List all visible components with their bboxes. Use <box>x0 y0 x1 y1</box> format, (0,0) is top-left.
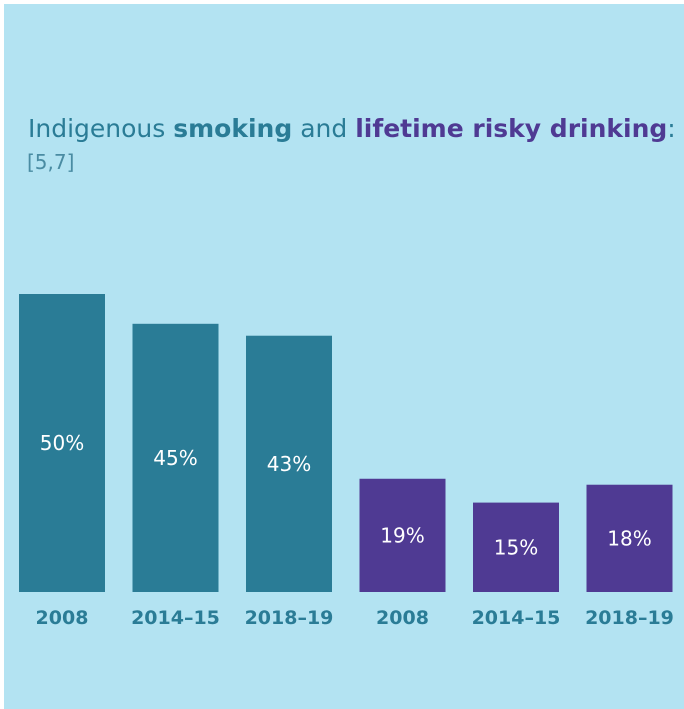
category-label: 2014–15 <box>472 607 561 629</box>
bar-value-label: 18% <box>607 526 651 550</box>
title-colon: : <box>667 114 676 143</box>
category-label: 2008 <box>36 607 89 629</box>
title-drinking: lifetime risky drinking <box>355 114 668 143</box>
bar-smoking-0 <box>19 294 105 592</box>
category-label: 2008 <box>376 607 429 629</box>
bar-drinking-4 <box>473 502 559 592</box>
category-label: 2018–19 <box>585 607 674 629</box>
bar-smoking-2 <box>246 335 332 592</box>
title-and: and <box>292 114 356 143</box>
bar-value-label: 15% <box>494 535 538 559</box>
chart-panel <box>4 4 684 709</box>
bar-drinking-5 <box>586 484 673 592</box>
category-label: 2018–19 <box>245 607 334 629</box>
title-prefix: Indigenous <box>28 114 174 143</box>
bar-smoking-1 <box>132 323 219 592</box>
bar-value-label: 50% <box>40 431 84 455</box>
chart-title: Indigenous smoking and lifetime risky dr… <box>28 114 676 143</box>
bar-value-label: 43% <box>267 452 311 476</box>
category-label: 2014–15 <box>131 607 220 629</box>
bar-value-label: 45% <box>153 446 197 470</box>
chart-subtitle: [5,7] <box>27 150 75 174</box>
title-smoking: smoking <box>173 114 293 143</box>
bar-drinking-3 <box>359 478 446 592</box>
bar-value-label: 19% <box>380 523 424 547</box>
